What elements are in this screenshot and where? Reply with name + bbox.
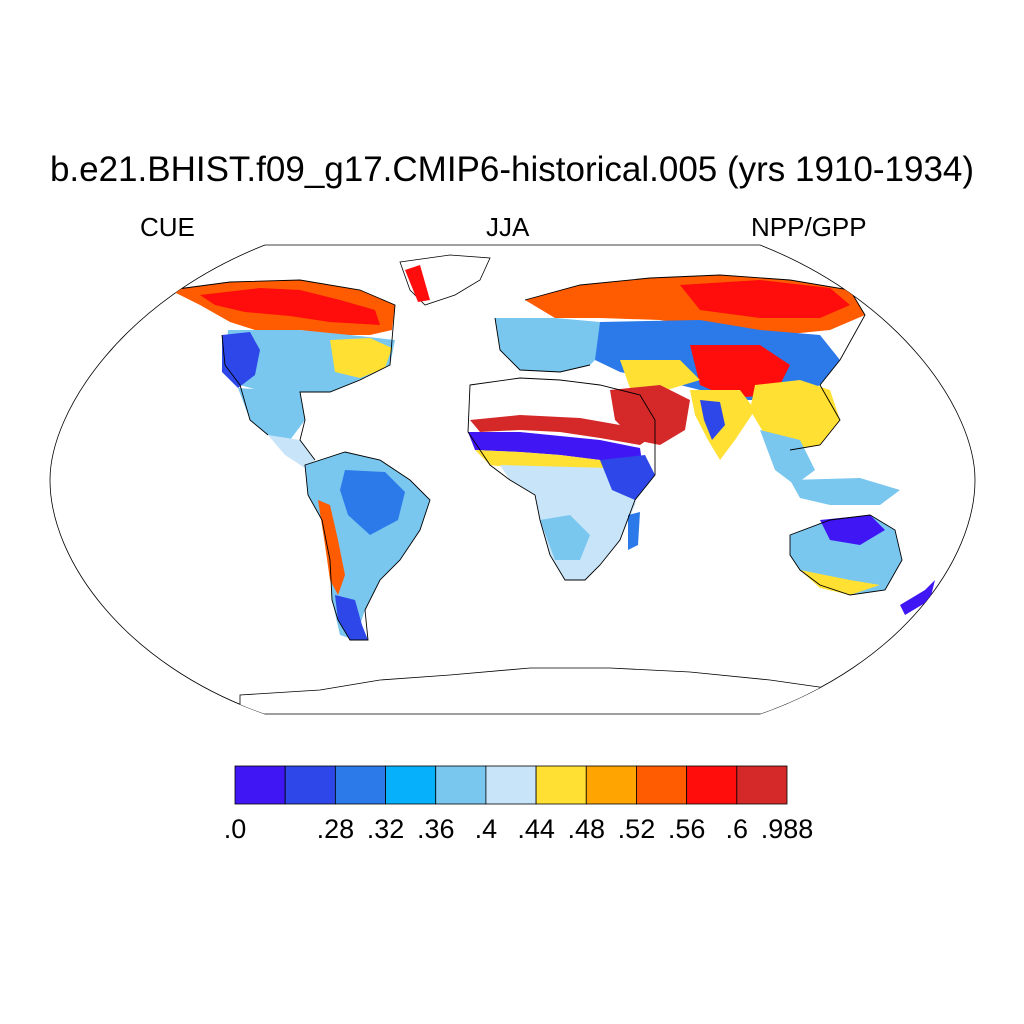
colorbar-swatch [535,765,587,805]
amazon-blue [340,470,405,535]
sahara-red-band [470,415,650,445]
southeast-asia [760,430,815,485]
units-label: NPP/GPP [751,212,867,242]
colorbar-swatch [686,765,738,805]
greenland-coast [405,265,430,302]
sahel-blue-band [468,432,642,462]
colorbar-tick-label: .988 [761,814,814,844]
asia-mid-yellow [620,360,700,392]
colorbar-tick-label: .0 [224,814,247,844]
europe [495,318,610,372]
arabia [610,385,690,445]
colorbar-tick-label: .4 [475,814,498,844]
antarctica [239,667,881,714]
colorbar-swatch [234,765,286,805]
season-label: JJA [486,212,530,242]
colorbar-tick-label: .52 [618,814,656,844]
southern-africa-blue [540,515,590,560]
variable-label: CUE [140,212,195,242]
colorbar-swatch [334,765,386,805]
colorbar-tick-label: .28 [317,814,355,844]
colorbar-tick-label: .48 [567,814,605,844]
north-america-boreal-red [200,288,380,325]
colorbar-swatch [284,765,336,805]
colorbar-tick-label: .36 [417,814,455,844]
eurasia-boreal-red [680,280,850,318]
india-blue [700,400,725,440]
new-zealand [900,580,935,615]
madagascar [628,512,640,550]
australia-coast-yellow [800,570,880,595]
central-america [268,435,315,468]
east-asia [750,380,840,450]
colorbar-swatch [435,765,487,805]
coastlines [169,274,903,641]
indonesia [790,478,900,505]
east-africa-blue [600,455,655,500]
colorbar-tick-label: .6 [726,814,749,844]
mexico [238,388,305,440]
colorbar-swatch [736,765,788,805]
plot-title: b.e21.BHIST.f09_g17.CMIP6-historical.005… [49,150,975,189]
colorbar-tick-label: .44 [517,814,555,844]
north-america-east [330,338,392,378]
colorbar-swatch [585,765,637,805]
colorbar-swatch [485,765,537,805]
andes-warm [318,500,345,595]
colorbar-tick-label: .32 [367,814,405,844]
colorbar-swatch [385,765,437,805]
colorbar-swatch [636,765,688,805]
colorbar-tick-label: .56 [668,814,706,844]
australia-north-blue [820,515,885,545]
